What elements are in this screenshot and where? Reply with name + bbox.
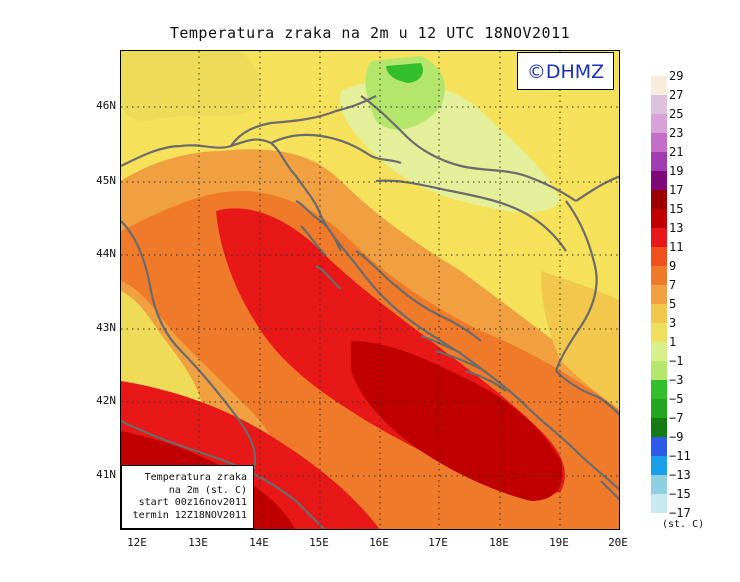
legend-label-minus-1: −1 [669, 354, 684, 368]
legend-label-11: 11 [669, 240, 684, 254]
legend-label-15: 15 [669, 202, 684, 216]
coastline-island-hvar [435, 349, 482, 370]
coastline-east-adriatic [121, 138, 619, 491]
lon-label-14e: 14E [249, 536, 269, 549]
lat-label-46n: 46N [96, 99, 116, 112]
border-croatia-bosnia-west [355, 250, 482, 342]
legend-swatch-minus-9 [651, 437, 667, 456]
legend-swatch-1 [651, 342, 667, 361]
info-line-unit: na 2m (st. C) [168, 484, 247, 496]
map-title: Temperatura zraka na 2m u 12 UTC 18NOV20… [169, 24, 571, 42]
info-line-start: start 00z16nov2011 [138, 497, 247, 508]
lat-label-45n: 45N [96, 174, 116, 187]
lat-label-43n: 43N [96, 321, 116, 334]
field-zone-cold [365, 56, 445, 130]
legend-swatch-minus-3 [651, 380, 667, 399]
field-zone-alps [121, 51, 262, 122]
legend-label-9: 9 [669, 259, 677, 273]
border-slovenia-croatia [270, 133, 402, 165]
legend-label-minus-13: −13 [669, 468, 691, 482]
copyright-badge: ©DHMZ [517, 52, 614, 90]
legend-label-minus-7: −7 [669, 411, 684, 425]
lat-label-42n: 42N [96, 394, 116, 407]
legend-swatch-minus-11 [651, 456, 667, 475]
legend-swatch-5 [651, 304, 667, 323]
legend-label-25: 25 [669, 107, 684, 121]
lat-label-44n: 44N [96, 247, 116, 260]
legend-swatch-29 [651, 76, 667, 95]
border-montenegro [555, 370, 619, 416]
lon-label-20e: 20E [608, 536, 628, 549]
legend-label-27: 27 [669, 88, 684, 102]
legend-swatch-25 [651, 114, 667, 133]
lon-label-13e: 13E [188, 536, 208, 549]
legend-swatch-27 [651, 95, 667, 114]
temperature-field [121, 51, 619, 529]
coastline-island-korcula [465, 369, 507, 392]
field-zone-italy-inland [121, 291, 201, 401]
legend-swatch-minus-15 [651, 494, 667, 513]
coastline-island-cres [300, 225, 327, 257]
legend-label-7: 7 [669, 278, 677, 292]
border-serbia-hungary [575, 175, 619, 202]
coastline-island-krk [295, 200, 342, 252]
lon-label-15e: 15E [309, 536, 329, 549]
lon-label-19e: 19E [549, 536, 569, 549]
legend-label-13: 13 [669, 221, 684, 235]
legend-swatch-17 [651, 190, 667, 209]
legend-label-29: 29 [669, 69, 684, 83]
border-slovenia-austria [230, 95, 377, 147]
legend-swatch-minus-7 [651, 418, 667, 437]
legend-swatch-minus-5 [651, 399, 667, 418]
legend-label-minus-3: −3 [669, 373, 684, 387]
legend-swatch-minus-1 [651, 361, 667, 380]
lon-label-18e: 18E [489, 536, 509, 549]
legend-swatch-19 [651, 171, 667, 190]
country-borders [230, 95, 619, 416]
legend-label-5: 5 [669, 297, 677, 311]
legend-swatch-13 [651, 228, 667, 247]
legend-label-minus-17: −17 [669, 506, 691, 520]
legend-swatch-minus-13 [651, 475, 667, 494]
coastline-island-brac [420, 334, 462, 354]
field-zone-balkans [541, 271, 619, 410]
legend-label-23: 23 [669, 126, 684, 140]
info-line-variable: Temperatura zraka [144, 472, 247, 483]
legend-swatch-7 [651, 285, 667, 304]
border-croatia-bosnia-north [375, 179, 567, 252]
legend-label-3: 3 [669, 316, 677, 330]
legend-label-minus-11: −11 [669, 449, 691, 463]
legend-swatch-9 [651, 266, 667, 285]
info-box: Temperatura zraka na 2m (st. C) start 00… [121, 465, 254, 529]
legend-label-1: 1 [669, 335, 677, 349]
border-bosnia-serbia [554, 200, 598, 372]
legend-label-17: 17 [669, 183, 684, 197]
lat-label-41n: 41N [96, 468, 116, 481]
legend-swatch-23 [651, 133, 667, 152]
coastline-island-pag [315, 265, 342, 290]
lon-label-12e: 12E [127, 536, 147, 549]
legend-label-19: 19 [669, 164, 684, 178]
border-croatia-hungary [360, 95, 577, 202]
legend-swatch-15 [651, 209, 667, 228]
legend-label-minus-5: −5 [669, 392, 684, 406]
lon-label-16e: 16E [369, 536, 389, 549]
legend-label-21: 21 [669, 145, 684, 159]
info-line-term: termin 12Z18NOV2011 [132, 509, 247, 521]
legend-label-minus-9: −9 [669, 430, 684, 444]
legend-label-minus-15: −15 [669, 487, 691, 501]
field-zone-south-adriatic [351, 341, 563, 501]
legend-swatch-3 [651, 323, 667, 342]
legend-unit: (st. C) [662, 519, 705, 530]
temperature-map [120, 50, 620, 530]
lon-label-17e: 17E [428, 536, 448, 549]
coastline-albania [600, 480, 619, 501]
field-zone-coldest [386, 63, 423, 83]
legend-swatch-21 [651, 152, 667, 171]
legend-swatch-11 [651, 247, 667, 266]
